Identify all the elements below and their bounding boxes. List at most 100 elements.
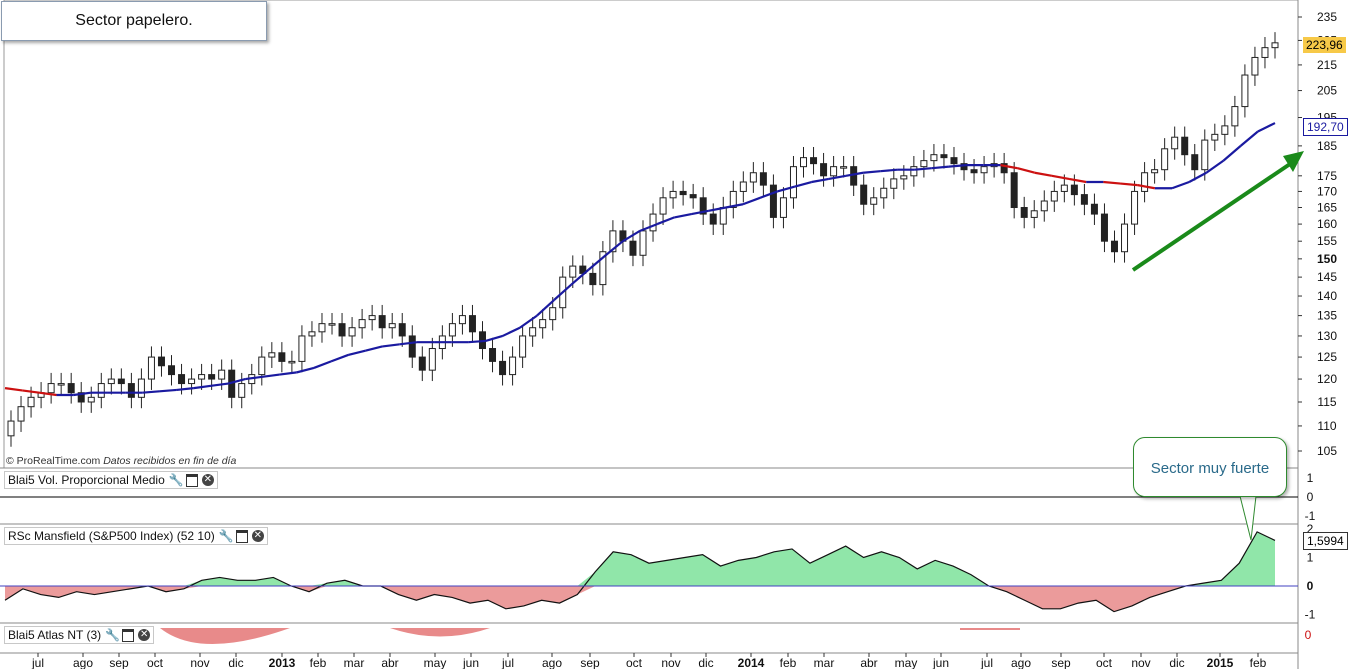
moving-average-segment [708, 206, 727, 212]
candle-body [940, 154, 948, 159]
window-icon[interactable] [235, 529, 248, 543]
candle-body [1080, 194, 1088, 205]
x-axis-label: dic [1169, 656, 1184, 669]
x-axis-label: ago [542, 656, 562, 669]
y-tick-label: 175 [1317, 169, 1337, 183]
window-icon[interactable] [185, 473, 198, 487]
candle-body [1110, 240, 1118, 253]
candle-body [137, 378, 145, 398]
moving-average-segment [828, 174, 847, 180]
y-tick-label: 150 [1317, 252, 1337, 266]
candle-body [348, 327, 356, 337]
candle-body [599, 251, 607, 286]
rs-tick-label: 2 [1307, 522, 1314, 536]
wrench-icon[interactable]: 🔧 [218, 529, 234, 543]
wrench-icon[interactable]: 🔧 [105, 628, 121, 642]
moving-average-segment [570, 268, 590, 286]
candle-body [930, 154, 938, 162]
candle-body [458, 315, 466, 325]
candle-body [168, 365, 176, 376]
chart-title-box[interactable]: Sector papelero. [1, 1, 267, 41]
close-icon[interactable]: ✕ [251, 530, 264, 542]
x-axis-label: oct [147, 656, 164, 669]
moving-average-segment [296, 366, 315, 374]
annotation-callout[interactable]: Sector muy fuerte [1133, 437, 1287, 497]
candle-body [669, 190, 677, 199]
candle-body [198, 374, 206, 380]
y-tick-label: 215 [1317, 58, 1337, 72]
candle-body [1131, 190, 1139, 225]
candle-body [1050, 190, 1058, 202]
moving-average-segment [691, 209, 709, 216]
x-axis-label: feb [780, 656, 797, 669]
candle-body [679, 190, 687, 196]
candle-body [489, 348, 497, 362]
candle-body [27, 396, 35, 408]
moving-average-segment [1137, 184, 1156, 190]
moving-average-segment [210, 382, 229, 387]
window-icon[interactable] [122, 628, 135, 642]
candle-body [659, 197, 667, 215]
ma-price-tag: 192,70 [1303, 118, 1348, 136]
moving-average-segment [604, 240, 624, 257]
candle-body [890, 178, 898, 189]
moving-average-segment [845, 171, 864, 177]
rs-panel-label: RSc Mansfield (S&P500 Index) (52 10) [8, 529, 215, 543]
candle-body [779, 197, 787, 218]
candle-body [519, 335, 527, 358]
callout-text: Sector muy fuerte [1150, 460, 1270, 477]
x-axis-label: sep [109, 656, 129, 669]
last-price-tag: 223,96 [1303, 37, 1346, 53]
x-axis-label: nov [190, 656, 209, 669]
moving-average-segment [485, 334, 504, 342]
y-tick-label: 135 [1317, 309, 1337, 323]
moving-average-segment [948, 164, 967, 168]
candle-body [468, 315, 476, 333]
candle-body [499, 360, 507, 376]
candle-body [77, 392, 85, 403]
candle-body [418, 356, 426, 371]
moving-average-segment [553, 283, 573, 301]
x-axis-label: dic [698, 656, 713, 669]
moving-average-segment [193, 384, 212, 390]
candle-body [7, 420, 15, 437]
candle-body [408, 335, 416, 358]
candle-body [529, 327, 537, 337]
wrench-icon[interactable]: 🔧 [168, 473, 184, 487]
atlas-panel-header: Blai5 Atlas NT (3) 🔧 ✕ [4, 626, 155, 644]
close-icon[interactable]: ✕ [138, 629, 151, 641]
candle-body [1241, 74, 1249, 108]
x-axis-label: may [895, 656, 918, 669]
y-tick-label: 235 [1317, 10, 1337, 24]
x-axis-label: feb [310, 656, 327, 669]
close-icon[interactable]: ✕ [201, 474, 214, 486]
candle-body [820, 163, 828, 177]
x-axis-label: abr [381, 656, 398, 669]
moving-average-segment [1205, 159, 1225, 174]
candle-body [769, 184, 777, 218]
candle-body [1191, 154, 1199, 171]
moving-average-segment [330, 353, 349, 363]
moving-average-segment [502, 326, 521, 337]
moving-average-segment [1188, 171, 1207, 183]
vol-panel-header: Blai5 Vol. Proporcional Medio 🔧 ✕ [4, 471, 218, 489]
candle-body [950, 157, 958, 165]
candle-body [107, 378, 115, 385]
candle-body [629, 240, 637, 256]
candle-body [338, 323, 346, 337]
last-price-value: 223,96 [1306, 38, 1343, 52]
atlas-panel-label: Blai5 Atlas NT (3) [8, 628, 102, 642]
candle-body [298, 335, 306, 362]
candle-body [1221, 125, 1229, 135]
candle-body [1121, 223, 1129, 253]
y-tick-label: 120 [1317, 372, 1337, 386]
moving-average-segment [4, 387, 23, 392]
moving-average-segment [382, 343, 400, 348]
candle-body [910, 166, 918, 177]
candle-body [1251, 56, 1259, 76]
candle-body [689, 194, 697, 199]
moving-average-segment [176, 387, 194, 392]
candle-body [880, 187, 888, 199]
y-tick-label: 130 [1317, 329, 1337, 343]
